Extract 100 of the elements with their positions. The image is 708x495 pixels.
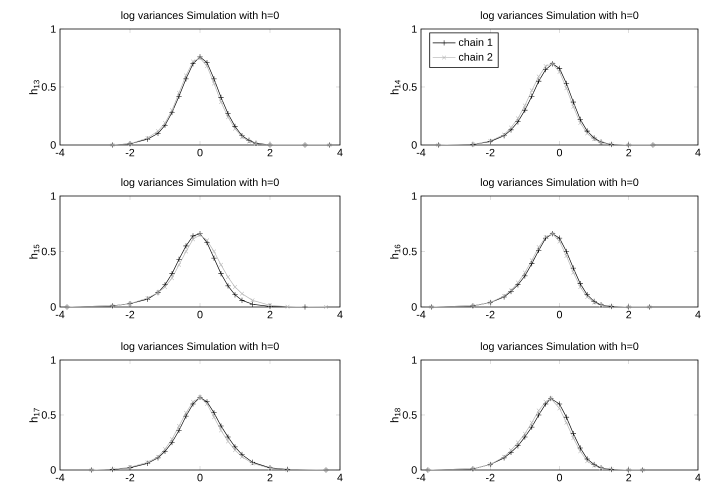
point	[571, 104, 576, 109]
point	[204, 398, 210, 405]
point	[176, 262, 182, 267]
y-tick-label: 0.5	[42, 248, 56, 256]
point	[212, 249, 216, 254]
point	[516, 440, 520, 445]
point	[522, 107, 528, 114]
point	[176, 424, 182, 428]
point	[508, 125, 514, 130]
point	[302, 304, 308, 310]
x-tick-label: -4	[416, 148, 426, 156]
y-tick-label: 0.5	[402, 248, 417, 256]
x-tick-label: 0	[556, 474, 562, 482]
x-tick-label: 2	[268, 310, 272, 318]
point	[218, 428, 224, 433]
x-tick-label: -4	[416, 310, 426, 318]
point	[190, 400, 196, 404]
point	[226, 274, 230, 280]
point	[162, 448, 168, 454]
y-axis-title: h$_{17}$	[29, 408, 40, 422]
point	[564, 420, 569, 425]
point	[232, 292, 238, 298]
y-axis-title: h$_{14}$	[390, 80, 400, 94]
x-tick-label: 0	[197, 310, 203, 318]
point	[536, 74, 541, 79]
x-tick-label: 0	[556, 310, 562, 318]
point	[162, 284, 168, 290]
x-tick-label: 4	[695, 148, 701, 156]
point	[578, 120, 582, 126]
x-tick-label: -4	[56, 148, 64, 156]
y-tick-label: 0	[412, 303, 417, 311]
point	[212, 81, 216, 86]
y-tick-label: 0.5	[402, 411, 417, 419]
chart-title: log variances Simulation with h=0	[121, 11, 279, 22]
x-tick-label: 2	[268, 474, 272, 482]
point	[530, 420, 534, 425]
point	[225, 282, 231, 289]
x-tick-label: 2	[626, 310, 632, 318]
point	[211, 410, 217, 416]
point	[585, 459, 590, 464]
chart-title: log variances Simulation with h=0	[121, 342, 279, 352]
legend-label: chain 1	[458, 38, 492, 46]
point	[528, 424, 535, 430]
point	[557, 239, 562, 244]
point	[557, 406, 562, 411]
point	[162, 120, 168, 126]
point	[162, 446, 168, 452]
y-tick-label: 0	[50, 141, 56, 149]
point	[578, 449, 582, 454]
point	[577, 280, 584, 287]
x-tick-label: -4	[56, 310, 64, 318]
point	[218, 423, 224, 429]
point	[170, 276, 174, 280]
x-tick-label: 2	[626, 474, 632, 482]
chart-title: log variances Simulation with h=0	[480, 178, 638, 188]
chart-title: log variances Simulation with h=0	[480, 342, 638, 352]
chart-title: log variances Simulation with h=0	[480, 11, 638, 22]
point	[211, 76, 217, 82]
y-tick-label: 0.5	[402, 83, 417, 91]
point	[556, 235, 562, 242]
x-tick-label: 4	[337, 148, 343, 156]
x-tick-label: 4	[695, 474, 701, 482]
point	[232, 123, 238, 130]
y-tick-label: 0	[412, 141, 417, 149]
point	[190, 237, 196, 242]
y-tick-label: 1	[412, 192, 417, 200]
x-tick-label: -4	[416, 474, 426, 482]
point	[176, 93, 182, 100]
point	[184, 73, 188, 78]
point	[232, 284, 238, 290]
point	[522, 434, 528, 440]
point	[570, 99, 576, 106]
point	[285, 304, 290, 309]
y-axis-title: h$_{16}$	[390, 244, 400, 259]
point	[212, 415, 216, 420]
point	[183, 76, 189, 82]
point	[536, 412, 542, 418]
point	[522, 270, 528, 275]
point	[570, 430, 576, 437]
point	[563, 80, 570, 86]
y-axis-title: h$_{13}$	[29, 80, 40, 94]
point	[218, 94, 224, 100]
point	[508, 449, 514, 456]
point	[225, 110, 231, 117]
point	[169, 270, 175, 277]
point	[584, 292, 590, 298]
point	[211, 255, 217, 262]
x-tick-label: 2	[268, 148, 272, 156]
point	[218, 270, 224, 277]
point	[169, 110, 175, 116]
point	[218, 262, 224, 267]
point	[522, 272, 528, 279]
x-tick-label: -2	[126, 310, 134, 318]
point	[183, 243, 189, 249]
y-tick-label: 0.5	[42, 411, 56, 419]
point	[176, 256, 182, 262]
y-tick-label: 0	[50, 303, 56, 311]
point	[536, 408, 541, 413]
point	[577, 445, 584, 451]
point	[232, 448, 238, 452]
